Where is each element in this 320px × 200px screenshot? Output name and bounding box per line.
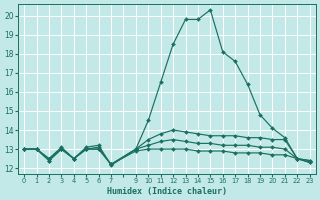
X-axis label: Humidex (Indice chaleur): Humidex (Indice chaleur) [107,187,227,196]
